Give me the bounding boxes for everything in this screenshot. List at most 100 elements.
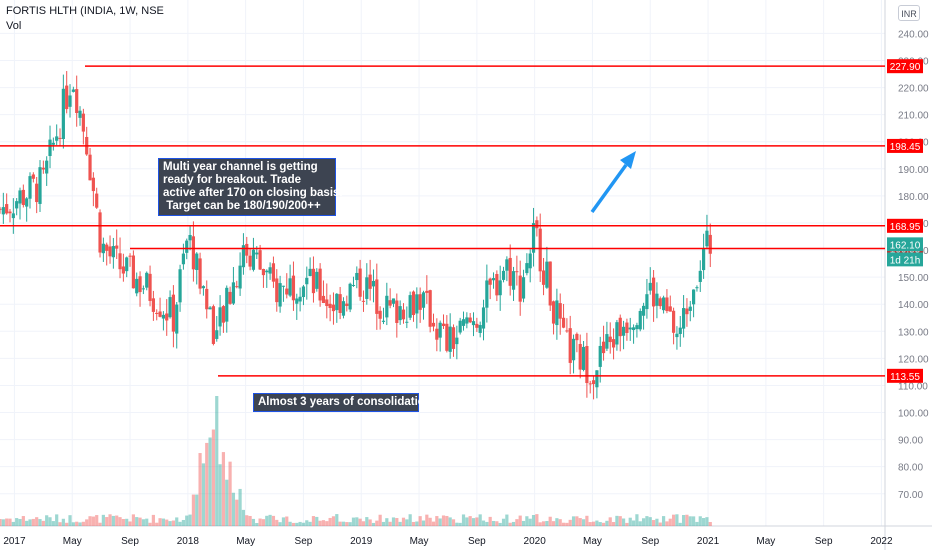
volume-bar [1, 519, 5, 526]
volume-bar [591, 521, 596, 526]
level-price-label: 198.45 [890, 142, 921, 153]
volume-bar [221, 452, 226, 526]
level-price-tag [887, 368, 923, 383]
candle-body [631, 327, 636, 331]
volume-bar [471, 518, 476, 526]
volume-indicator-label[interactable]: Vol [6, 20, 22, 32]
volume-bar [538, 522, 542, 526]
volume-bar [218, 464, 222, 526]
volume-bar [81, 521, 85, 526]
volume-bar [181, 519, 186, 526]
x-tick-label: Sep [121, 536, 139, 547]
candle-body [188, 234, 192, 241]
x-tick-label: 2018 [177, 536, 200, 547]
candle-body [445, 323, 449, 351]
candle-body [98, 212, 102, 253]
volume-bar [338, 521, 342, 526]
volume-bar [568, 519, 572, 526]
candle-body [165, 313, 169, 321]
candle-body [425, 290, 429, 293]
volume-bar [702, 518, 706, 526]
volume-bar [698, 516, 702, 526]
volume-bar [431, 521, 436, 526]
volume-bar [8, 518, 12, 526]
candle-body [261, 268, 266, 276]
volume-bar [28, 519, 32, 526]
volume-bar [318, 520, 322, 526]
volume-bar [15, 518, 19, 526]
volume-bar [131, 514, 135, 526]
volume-bar [498, 522, 502, 526]
candle-body [268, 267, 272, 274]
candle-body [138, 276, 142, 293]
volume-bar [61, 518, 65, 526]
volume-bar [298, 521, 302, 526]
y-tick-label: 140.00 [898, 300, 929, 311]
volume-bar [641, 518, 646, 526]
candle-body [348, 283, 352, 310]
candle-body [181, 253, 186, 265]
volume-bar [508, 522, 512, 526]
volume-bar [565, 522, 569, 526]
volume-bar [145, 518, 149, 526]
candle-body [498, 280, 502, 296]
volume-bar [351, 517, 356, 526]
volume-bar [258, 518, 262, 526]
volume-bar [71, 522, 75, 526]
volume-bar [545, 521, 549, 526]
level-price-tag [887, 59, 923, 74]
candle-body [335, 293, 339, 311]
candle-body [395, 300, 399, 323]
candle-body [75, 89, 79, 114]
volume-bar [161, 518, 165, 526]
x-tick-label: 2021 [697, 536, 720, 547]
candle-body [651, 277, 656, 307]
volume-bar [231, 492, 236, 526]
candle-body [151, 298, 155, 312]
candle-body [695, 287, 699, 289]
candle-body [185, 240, 189, 253]
x-tick-label: 2017 [3, 536, 26, 547]
candle-body [692, 289, 696, 305]
candle-body [241, 245, 246, 268]
x-tick-label: May [756, 536, 775, 547]
volume-bar [445, 515, 449, 526]
candle-body [685, 308, 689, 315]
volume-bar [481, 520, 486, 526]
y-tick-label: 70.00 [898, 490, 923, 501]
volume-bar [275, 519, 279, 526]
volume-bar [465, 517, 469, 526]
volume-bar [265, 515, 269, 526]
candle-body [521, 277, 526, 299]
candle-body [428, 290, 432, 327]
volume-bar [695, 521, 699, 526]
candle-body [211, 306, 216, 344]
volume-bar [585, 515, 589, 526]
volume-bar [458, 522, 462, 526]
volume-bar [535, 514, 539, 526]
volume-bar [321, 520, 326, 526]
candle-body [168, 297, 172, 318]
volume-bar [398, 521, 402, 526]
candle-body [55, 136, 59, 141]
candle-body [225, 287, 229, 322]
volume-bar [658, 522, 662, 526]
candle-body [201, 286, 206, 289]
volume-bar [521, 520, 526, 526]
level-price-label: 168.95 [890, 222, 921, 233]
volume-bar [301, 522, 306, 526]
candle-body [305, 277, 309, 285]
volume-bar [268, 514, 272, 526]
candle-body [458, 320, 462, 333]
volume-bar [531, 514, 536, 526]
candle-body [48, 139, 52, 157]
candle-body [371, 280, 376, 287]
currency-button[interactable]: INR [898, 5, 920, 21]
candle-body [438, 322, 442, 338]
candle-body [661, 297, 666, 311]
candle-body [318, 268, 322, 301]
candle-body [345, 303, 349, 306]
candle-body [338, 294, 342, 313]
candle-body [218, 307, 222, 327]
